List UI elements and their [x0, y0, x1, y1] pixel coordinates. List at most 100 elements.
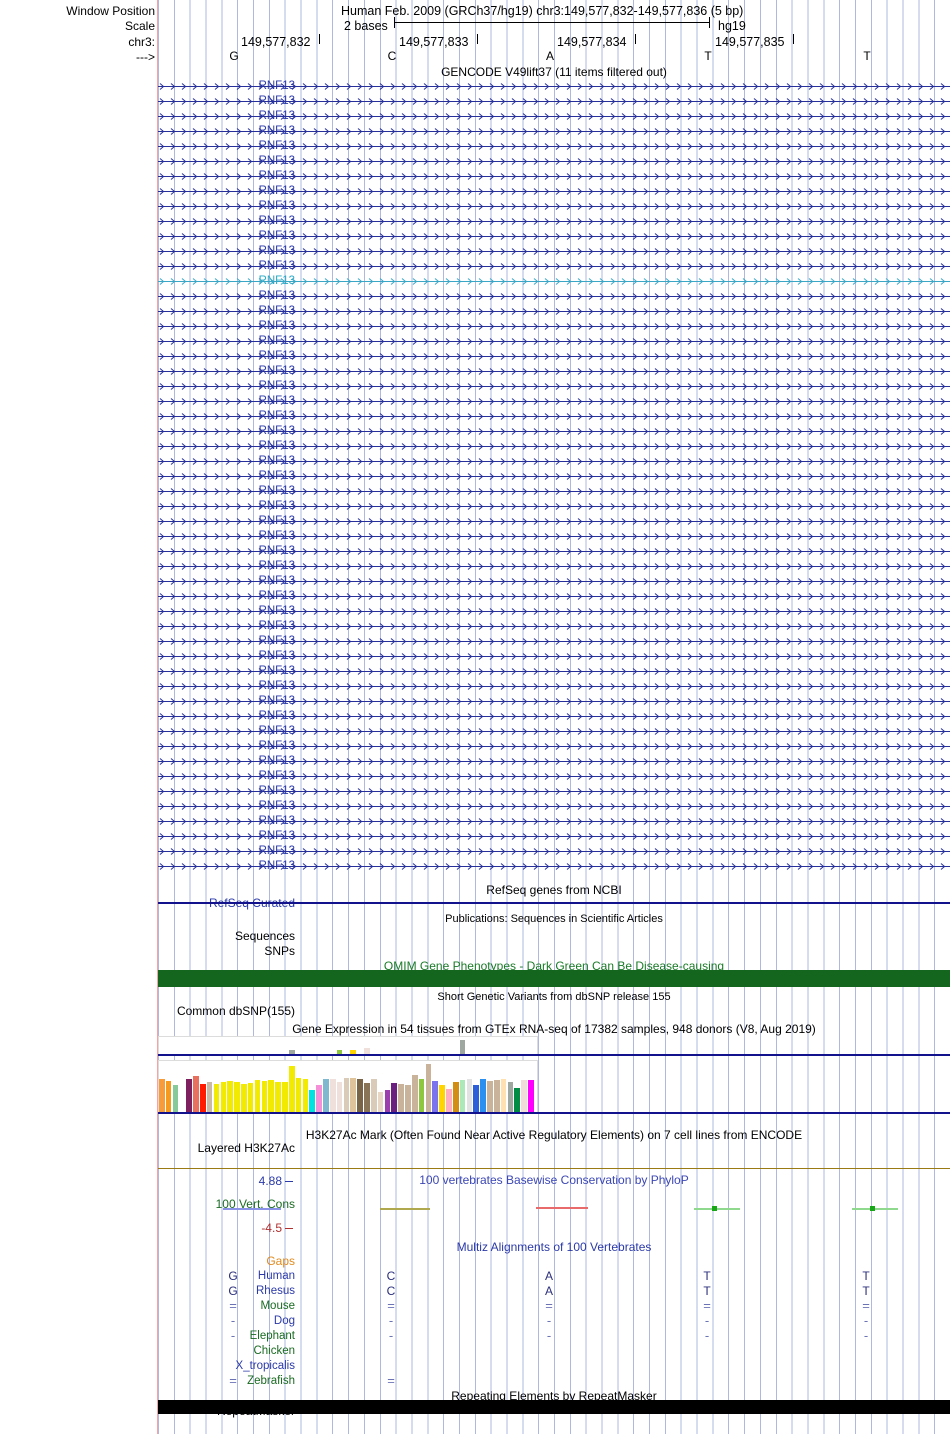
gtex-bar[interactable] [377, 1092, 384, 1112]
gtex-bar[interactable] [405, 1085, 411, 1112]
gene-row[interactable]: RNF13 [0, 395, 950, 408]
gene-row[interactable]: RNF13 [0, 320, 950, 333]
gtex-bar[interactable] [241, 1084, 247, 1112]
gtex-bar[interactable] [179, 1077, 186, 1112]
conservation-plot[interactable] [158, 1190, 950, 1220]
gene-row[interactable]: RNF13 [0, 635, 950, 648]
species-label[interactable]: Dog [273, 1315, 295, 1327]
gtex-bar[interactable] [350, 1077, 357, 1112]
gene-row[interactable]: RNF13 [0, 740, 950, 753]
gtex-bar[interactable] [288, 1066, 295, 1112]
gtex-bar[interactable] [200, 1084, 206, 1112]
species-row[interactable]: Dog - - - - - [0, 1314, 950, 1329]
gtex-bar[interactable] [295, 1077, 302, 1112]
gtex-bar[interactable] [364, 1048, 370, 1054]
gene-row[interactable]: RNF13 [0, 380, 950, 393]
gene-row[interactable]: RNF13 [0, 245, 950, 258]
gene-row[interactable]: RNF13 [0, 815, 950, 828]
vert-cons-label[interactable]: 100 Vert. Cons [215, 1197, 295, 1211]
gtex-bar[interactable] [213, 1084, 220, 1112]
species-row[interactable]: Zebrafish = = [0, 1374, 950, 1389]
species-row[interactable]: Human G C A T T [0, 1269, 950, 1284]
gtex-bar[interactable] [391, 1083, 398, 1112]
gene-row[interactable]: RNF13 [0, 530, 950, 543]
gtex-bar[interactable] [193, 1076, 199, 1112]
gtex-bar[interactable] [425, 1064, 432, 1112]
gene-row[interactable]: RNF13 [0, 350, 950, 363]
gtex-bar[interactable] [350, 1050, 357, 1054]
gtex-bar[interactable] [487, 1080, 493, 1112]
gene-row[interactable]: RNF13 [0, 575, 950, 588]
gtex-bar[interactable] [364, 1083, 370, 1112]
gene-row[interactable]: RNF13 [0, 455, 950, 468]
gene-row[interactable]: RNF13 [0, 80, 950, 93]
gtex-bar[interactable] [528, 1079, 534, 1112]
gene-row[interactable]: RNF13 [0, 800, 950, 813]
gaps-label[interactable]: Gaps [266, 1254, 295, 1268]
species-label[interactable]: Zebrafish [247, 1375, 295, 1387]
gtex-bar[interactable] [247, 1083, 254, 1112]
gtex-bar[interactable] [459, 1079, 466, 1112]
gtex-bar[interactable] [432, 1080, 439, 1112]
gene-row[interactable]: RNF13 [0, 770, 950, 783]
snps-label[interactable]: SNPs [264, 944, 295, 958]
gene-row[interactable]: RNF13 [0, 470, 950, 483]
gtex-bar[interactable] [514, 1087, 521, 1112]
species-row[interactable]: Rhesus G C A T T [0, 1284, 950, 1299]
common-dbsnp-label[interactable]: Common dbSNP(155) [176, 1004, 295, 1018]
gene-row[interactable]: RNF13 [0, 695, 950, 708]
gene-row[interactable]: RNF13 [0, 215, 950, 228]
gene-row[interactable]: RNF13 [0, 755, 950, 768]
gene-row[interactable]: RNF13 [0, 170, 950, 183]
gtex-bar[interactable] [186, 1078, 192, 1112]
gtex-bar[interactable] [159, 1078, 165, 1112]
gene-row[interactable]: RNF13 [0, 545, 950, 558]
gene-row[interactable]: RNF13 [0, 590, 950, 603]
gtex-bar[interactable] [165, 1080, 172, 1112]
gene-row[interactable]: RNF13 [0, 485, 950, 498]
gtex-bar[interactable] [357, 1078, 363, 1112]
gtex-bar[interactable] [418, 1078, 425, 1112]
gtex-bar[interactable] [446, 1088, 452, 1112]
gene-row[interactable]: RNF13 [0, 365, 950, 378]
gtex-bar[interactable] [466, 1078, 473, 1112]
gene-row[interactable]: RNF13 [0, 275, 950, 288]
gene-row[interactable]: RNF13 [0, 515, 950, 528]
gene-row[interactable]: RNF13 [0, 560, 950, 573]
gtex-bar[interactable] [234, 1082, 240, 1112]
gene-row[interactable]: RNF13 [0, 410, 950, 423]
gtex-bar[interactable] [206, 1082, 213, 1112]
gene-row[interactable]: RNF13 [0, 140, 950, 153]
gene-row[interactable]: RNF13 [0, 110, 950, 123]
species-row[interactable]: Elephant - - - - - [0, 1329, 950, 1344]
gtex-bar[interactable] [316, 1085, 322, 1112]
gene-row[interactable]: RNF13 [0, 680, 950, 693]
gtex-bar[interactable] [282, 1082, 288, 1112]
gtex-bar[interactable] [172, 1085, 179, 1112]
gtex-bar[interactable] [309, 1089, 316, 1112]
species-row[interactable]: Mouse = = = = = [0, 1299, 950, 1314]
gtex-bar[interactable] [227, 1080, 233, 1112]
repeatmasker-feature-bar[interactable] [158, 1400, 950, 1414]
gtex-bar[interactable] [452, 1082, 459, 1112]
gene-row[interactable]: RNF13 [0, 200, 950, 213]
species-label[interactable]: X_tropicalis [235, 1360, 295, 1372]
species-label[interactable]: Chicken [253, 1345, 295, 1357]
gtex-bar[interactable] [459, 1040, 466, 1054]
gtex-bar[interactable] [261, 1080, 268, 1112]
gtex-bar[interactable] [411, 1075, 418, 1112]
species-label[interactable]: Mouse [260, 1300, 295, 1312]
gene-row[interactable]: RNF13 [0, 155, 950, 168]
gtex-bar[interactable] [507, 1082, 514, 1112]
gtex-bar[interactable] [336, 1050, 343, 1054]
gtex-bar[interactable] [493, 1079, 500, 1112]
gene-row[interactable]: RNF13 [0, 125, 950, 138]
gtex-bar[interactable] [500, 1078, 507, 1112]
gene-row[interactable]: RNF13 [0, 335, 950, 348]
gene-row[interactable]: RNF13 [0, 305, 950, 318]
gene-row[interactable]: RNF13 [0, 185, 950, 198]
gene-row[interactable]: RNF13 [0, 650, 950, 663]
gtex-bar[interactable] [439, 1085, 445, 1112]
gene-row[interactable]: RNF13 [0, 860, 950, 873]
species-row[interactable]: X_tropicalis [0, 1359, 950, 1374]
